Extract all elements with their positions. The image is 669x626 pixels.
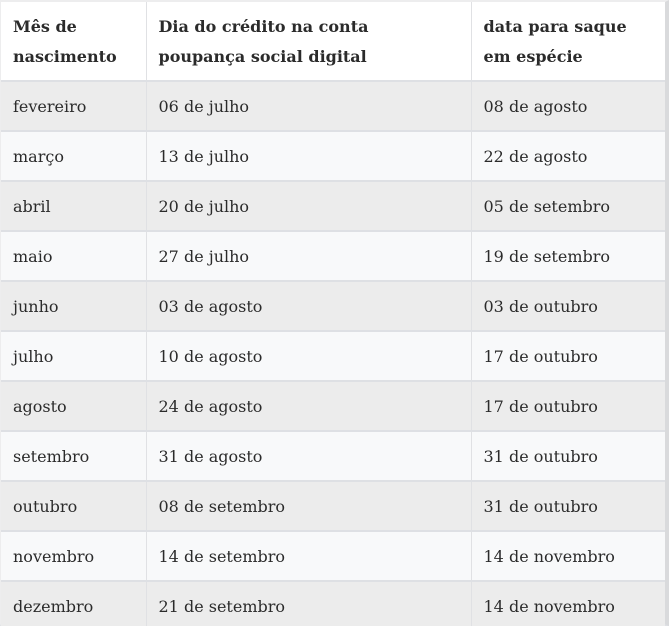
- cell-credit-date: 14 de setembro: [146, 531, 472, 582]
- cell-withdrawal-date: 17 de outubro: [471, 381, 665, 432]
- cell-credit-date: 27 de julho: [146, 231, 472, 282]
- cell-withdrawal-date: 05 de setembro: [471, 181, 665, 232]
- cell-birth-month: fevereiro: [1, 81, 147, 132]
- cell-withdrawal-date: 31 de outubro: [471, 431, 665, 482]
- cell-birth-month: junho: [1, 281, 147, 332]
- cell-credit-date: 08 de setembro: [146, 481, 472, 532]
- table-row: junho 03 de agosto 03 de outubro: [1, 281, 665, 332]
- cell-credit-date: 31 de agosto: [146, 431, 472, 482]
- cell-credit-date: 03 de agosto: [146, 281, 472, 332]
- cell-credit-date: 21 de setembro: [146, 581, 472, 626]
- cell-birth-month: outubro: [1, 481, 147, 532]
- table-row: março 13 de julho 22 de agosto: [1, 131, 665, 182]
- cell-credit-date: 10 de agosto: [146, 331, 472, 382]
- cell-withdrawal-date: 19 de setembro: [471, 231, 665, 282]
- cell-credit-date: 06 de julho: [146, 81, 472, 132]
- cell-birth-month: março: [1, 131, 147, 182]
- cell-birth-month: maio: [1, 231, 147, 282]
- col-header-withdrawal-date: data para saque em espécie: [471, 2, 665, 82]
- table-row: novembro 14 de setembro 14 de novembro: [1, 531, 665, 582]
- cell-withdrawal-date: 14 de novembro: [483, 596, 615, 616]
- cell-birth-month: novembro: [1, 531, 147, 582]
- table-body: fevereiro 06 de julho 08 de agosto março 13 …: [1, 81, 665, 626]
- cell-birth-month: setembro: [1, 431, 147, 482]
- table-row: agosto 24 de agosto 17 de outubro: [1, 381, 665, 432]
- cell-withdrawal-date: 08 de agosto: [471, 81, 665, 132]
- cell-birth-month: dezembro: [1, 581, 147, 626]
- table-header: Mês de nascimento Dia do crédito na cont…: [1, 2, 665, 82]
- cell-credit-date: 24 de agosto: [146, 381, 472, 432]
- cell-credit-date: 13 de julho: [146, 131, 472, 182]
- cell-birth-month: agosto: [1, 381, 147, 432]
- cell-withdrawal-date: 31 de outubro: [471, 481, 665, 532]
- table-row: outubro 08 de setembro 31 de outubro: [1, 481, 665, 532]
- table-row: julho 10 de agosto 17 de outubro: [1, 331, 665, 382]
- table-row: fevereiro 06 de julho 08 de agosto: [1, 81, 665, 132]
- cell-withdrawal-date: 17 de outubro: [471, 331, 665, 382]
- cell-withdrawal-date: 22 de agosto: [471, 131, 665, 182]
- col-header-birth-month: Mês de nascimento: [1, 2, 147, 82]
- cell-withdrawal-date: 03 de outubro: [471, 281, 665, 332]
- header-row: Mês de nascimento Dia do crédito na cont…: [1, 2, 665, 82]
- col-header-credit-date: Dia do crédito na conta poupança social …: [146, 2, 472, 82]
- table-row: maio 27 de julho 19 de setembro: [1, 231, 665, 282]
- cell-credit-date: 20 de julho: [146, 181, 472, 232]
- table-row: dezembro 21 de setembro 14 de novembro: [1, 581, 665, 626]
- table-row: setembro 31 de agosto 31 de outubro: [1, 431, 665, 482]
- cell-birth-month: abril: [1, 181, 147, 232]
- cell-withdrawal-date: 14 de novembro: [471, 531, 665, 582]
- table-row: abril 20 de julho 05 de setembro: [1, 181, 665, 232]
- cell-birth-month: julho: [1, 331, 147, 382]
